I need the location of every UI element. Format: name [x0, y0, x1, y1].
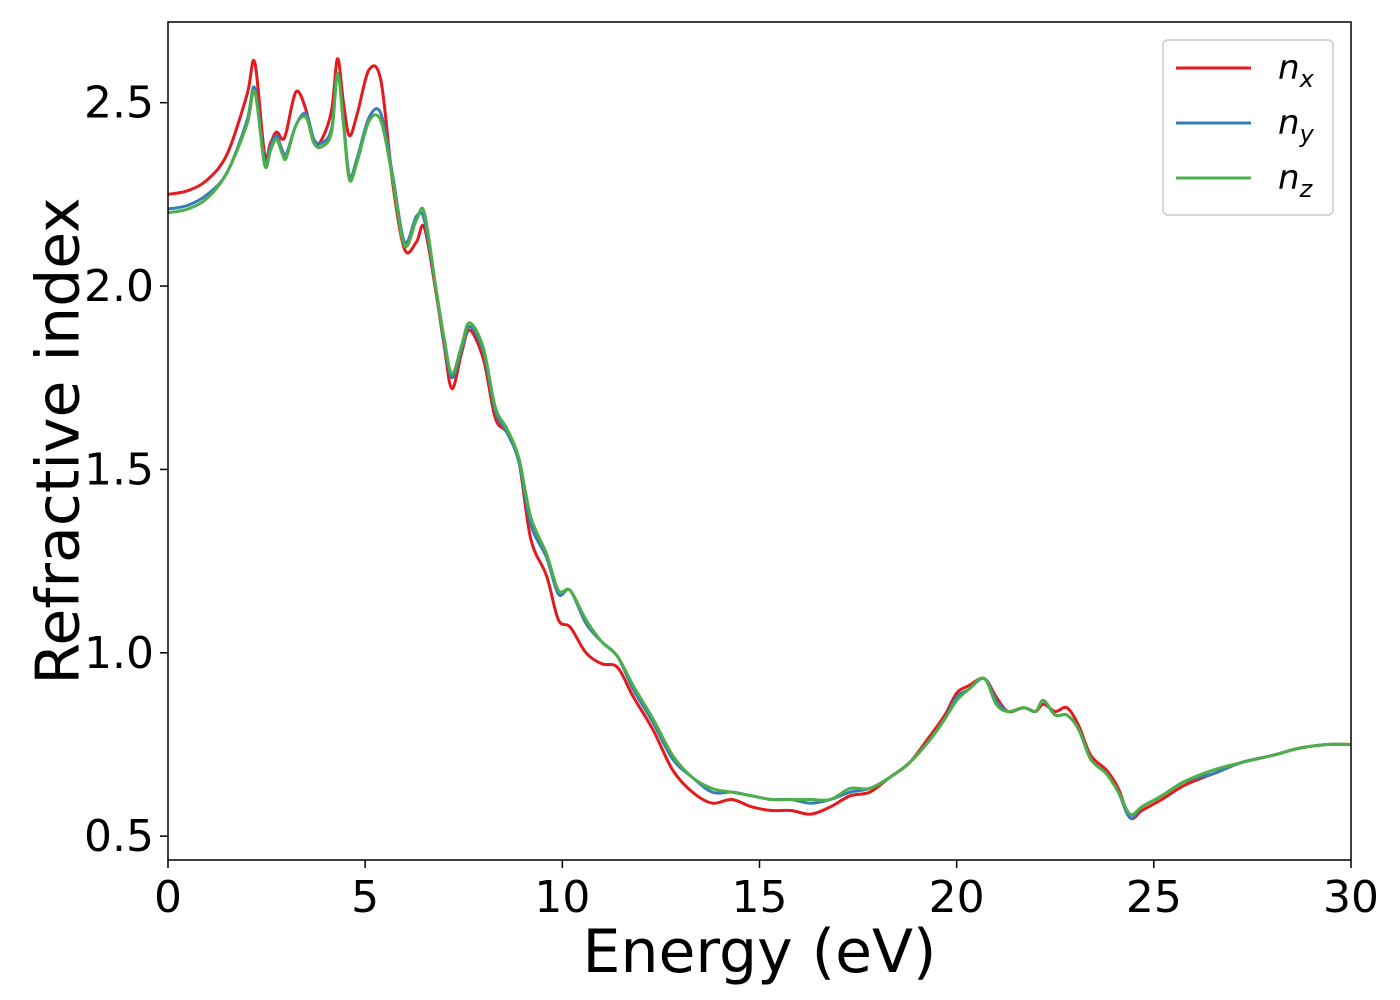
x-tick-label: 5: [351, 872, 379, 923]
y-tick-label: 2.0: [84, 261, 154, 312]
legend-box: [1162, 39, 1334, 216]
legend-label-n-z: nz: [1278, 158, 1314, 203]
legend-label-n-y: ny: [1278, 103, 1315, 148]
y-axis-title: Refractive index: [24, 197, 94, 684]
x-tick-label: 25: [1126, 872, 1182, 923]
y-tick-label: 0.5: [84, 811, 154, 862]
legend: nx ny nz: [1162, 39, 1334, 216]
y-tick-label: 1.0: [84, 628, 154, 679]
x-tick-label: 10: [534, 872, 590, 923]
axes: 0 5 10 15 20 25 30 0.5 1.0 1.5 2.0 2.5: [84, 21, 1379, 923]
x-axis-title: Energy (eV): [583, 917, 937, 987]
x-tick-label: 0: [154, 872, 182, 923]
y-tick-label: 2.5: [84, 78, 154, 129]
legend-label-n-x: nx: [1278, 48, 1315, 93]
x-tick-label: 30: [1323, 872, 1379, 923]
plot-area: [168, 57, 1351, 821]
x-tick-label: 20: [929, 872, 985, 923]
series-line-n-z: [168, 71, 1351, 817]
y-tick-label: 1.5: [84, 444, 154, 495]
x-tick-label: 15: [732, 872, 788, 923]
